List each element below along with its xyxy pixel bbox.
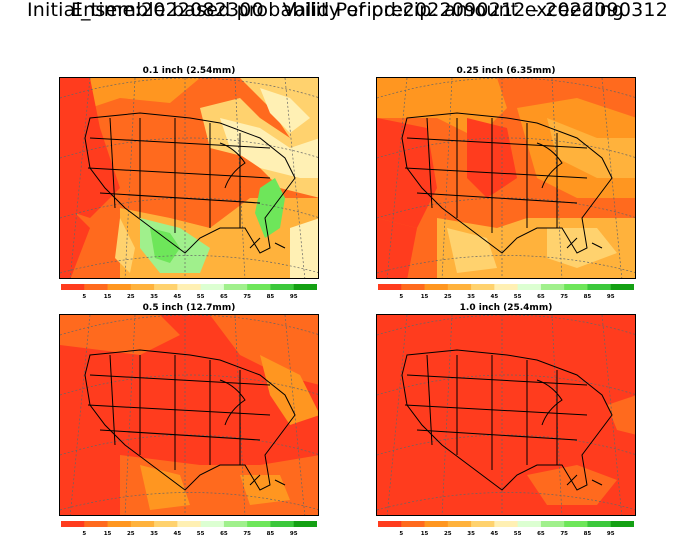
colorbar-swatch	[200, 521, 225, 527]
colorbar-tick-label: 55	[197, 294, 205, 300]
colorbar-swatch	[517, 521, 542, 527]
colorbar-swatch	[494, 521, 519, 527]
colorbar-tick-label: 75	[243, 294, 251, 300]
colorbar-swatch	[610, 521, 634, 527]
colorbar-top-left: 5 15 25 35 45 55 65 75 85 95	[61, 284, 317, 300]
colorbar-bottom-left: 5 15 25 35 45 55 65 75 85 95	[61, 521, 317, 537]
colorbar-tick-label: 5	[82, 294, 86, 300]
colorbar-tick-label: 45	[491, 531, 499, 537]
colorbar-swatch	[223, 284, 248, 290]
colorbar-tick-label: 35	[150, 531, 158, 537]
colorbar-tick-label: 35	[467, 294, 475, 300]
colorbar-tick-label: 45	[174, 294, 182, 300]
colorbar-swatch	[84, 284, 109, 290]
colorbar-swatch	[223, 521, 248, 527]
colorbar-tick-label: 5	[399, 531, 403, 537]
colorbar-tick-label: 75	[560, 531, 568, 537]
colorbar-tick-label: 25	[127, 294, 135, 300]
title-line-2: Ensemble based probability of precip. am…	[70, 0, 625, 21]
colorbar-swatch	[378, 521, 402, 527]
colorbar-tick-label: 85	[267, 294, 275, 300]
panel-title-0p1-inch: 0.1 inch (2.54mm)	[142, 66, 236, 76]
colorbar-swatch	[293, 284, 317, 290]
colorbar-swatch	[517, 284, 542, 290]
colorbar-swatch	[587, 521, 612, 527]
colorbar-tick-label: 95	[607, 294, 615, 300]
colorbar-swatch	[564, 284, 588, 290]
probability-map-1p0-inch	[376, 314, 636, 516]
colorbar-swatch	[177, 284, 202, 290]
colorbar-swatch	[130, 521, 155, 527]
colorbar-swatch	[61, 521, 85, 527]
colorbar-swatch	[107, 284, 132, 290]
colorbar-swatch	[401, 284, 426, 290]
colorbar-tick-label: 15	[421, 531, 429, 537]
colorbar-tick-label: 45	[491, 294, 499, 300]
colorbar-tick-label: 25	[444, 531, 452, 537]
colorbar-tick-label: 75	[560, 294, 568, 300]
probability-map-0p1-inch	[59, 77, 319, 279]
colorbar-tick-label: 55	[197, 531, 205, 537]
colorbar-tick-label: 55	[514, 294, 522, 300]
colorbar-swatch	[293, 521, 317, 527]
colorbar-tick-label: 25	[444, 294, 452, 300]
colorbar-tick-label: 65	[220, 294, 228, 300]
colorbar-tick-label: 95	[290, 531, 298, 537]
probability-map-0p25-inch	[376, 77, 636, 279]
colorbar-tick-label: 75	[243, 531, 251, 537]
colorbar-tick-label: 15	[104, 531, 112, 537]
colorbar-tick-label: 65	[537, 294, 545, 300]
colorbar-tick-label: 85	[267, 531, 275, 537]
colorbar-swatch	[270, 284, 295, 290]
colorbar-swatch	[494, 284, 519, 290]
colorbar-swatch	[270, 521, 295, 527]
colorbar-tick-label: 15	[104, 294, 112, 300]
colorbar-swatch	[424, 284, 449, 290]
colorbar-swatch	[84, 521, 109, 527]
colorbar-swatch	[154, 284, 178, 290]
colorbar-swatch	[471, 521, 495, 527]
colorbar-swatch	[424, 521, 449, 527]
colorbar-swatch	[587, 284, 612, 290]
colorbar-swatch	[247, 284, 271, 290]
colorbar-bottom-right: 5 15 25 35 45 55 65 75 85 95	[378, 521, 634, 537]
colorbar-tick-label: 25	[127, 531, 135, 537]
colorbar-tick-label: 45	[174, 531, 182, 537]
colorbar-swatch	[107, 521, 132, 527]
colorbar-tick-label: 35	[467, 531, 475, 537]
colorbar-tick-label: 5	[82, 531, 86, 537]
colorbar-swatch	[61, 284, 85, 290]
colorbar-tick-label: 5	[399, 294, 403, 300]
colorbar-swatch	[247, 521, 271, 527]
colorbar-tick-label: 65	[537, 531, 545, 537]
colorbar-swatch	[540, 521, 565, 527]
colorbar-swatch	[540, 284, 565, 290]
colorbar-tick-label: 65	[220, 531, 228, 537]
colorbar-swatch	[447, 284, 472, 290]
colorbar-tick-label: 35	[150, 294, 158, 300]
colorbar-tick-label: 95	[607, 531, 615, 537]
colorbar-tick-label: 95	[290, 294, 298, 300]
colorbar-swatch	[200, 284, 225, 290]
colorbar-swatch	[471, 284, 495, 290]
colorbar-swatch	[177, 521, 202, 527]
colorbar-tick-label: 85	[584, 531, 592, 537]
colorbar-swatch	[401, 521, 426, 527]
title-line-1: Initial_time:2022082300 Valid Period:202…	[27, 0, 668, 21]
colorbar-tick-label: 15	[421, 294, 429, 300]
panel-title-1p0-inch: 1.0 inch (25.4mm)	[459, 303, 553, 313]
colorbar-tick-label: 85	[584, 294, 592, 300]
colorbar-top-right: 5 15 25 35 45 55 65 75 85 95	[378, 284, 634, 300]
panel-title-0p5-inch: 0.5 inch (12.7mm)	[142, 303, 236, 313]
panel-title-0p25-inch: 0.25 inch (6.35mm)	[456, 66, 556, 76]
probability-map-0p5-inch	[59, 314, 319, 516]
colorbar-swatch	[610, 284, 634, 290]
colorbar-swatch	[447, 521, 472, 527]
colorbar-swatch	[130, 284, 155, 290]
colorbar-swatch	[378, 284, 402, 290]
colorbar-swatch	[154, 521, 178, 527]
colorbar-tick-label: 55	[514, 531, 522, 537]
colorbar-swatch	[564, 521, 588, 527]
